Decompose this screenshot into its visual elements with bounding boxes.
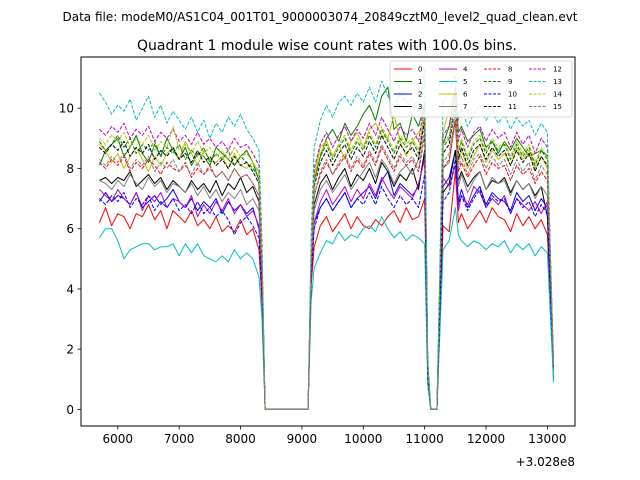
series-line-7 bbox=[99, 113, 555, 410]
y-tick-label: 4 bbox=[66, 282, 74, 296]
series-line-11 bbox=[99, 104, 555, 410]
x-tick-label: 8000 bbox=[225, 432, 256, 446]
legend-label: 4 bbox=[463, 66, 468, 74]
legend-label: 13 bbox=[553, 78, 562, 86]
y-tick-label: 10 bbox=[59, 102, 74, 116]
legend-label: 10 bbox=[508, 91, 517, 99]
series-line-0 bbox=[98, 170, 555, 410]
y-tick-label: 8 bbox=[66, 162, 74, 176]
legend-label: 14 bbox=[553, 91, 562, 99]
legend-label: 3 bbox=[418, 103, 422, 111]
legend-label: 1 bbox=[418, 78, 422, 86]
y-tick-label: 0 bbox=[66, 403, 74, 417]
legend-label: 8 bbox=[508, 66, 512, 74]
x-tick-label: 11000 bbox=[406, 432, 444, 446]
x-tick-label: 9000 bbox=[287, 432, 318, 446]
legend-label: 15 bbox=[553, 103, 562, 111]
x-tick-label: 7000 bbox=[164, 432, 195, 446]
x-tick-label: 13000 bbox=[528, 432, 566, 446]
series-line-4 bbox=[99, 158, 555, 410]
plot-frame bbox=[80, 56, 576, 427]
legend-label: 11 bbox=[508, 103, 517, 111]
legend-label: 0 bbox=[418, 66, 422, 74]
legend-label: 9 bbox=[508, 78, 512, 86]
series-line-10 bbox=[99, 158, 555, 410]
suptitle: Data file: modeM0/AS1C04_001T01_90000030… bbox=[62, 10, 577, 24]
series-line-14 bbox=[99, 95, 555, 410]
y-tick-label: 6 bbox=[66, 222, 74, 236]
series-line-8 bbox=[99, 119, 555, 410]
legend-label: 6 bbox=[463, 91, 468, 99]
series-line-9 bbox=[98, 95, 555, 410]
legend-label: 7 bbox=[463, 103, 467, 111]
legend-label: 12 bbox=[553, 66, 562, 74]
chart-title: Quadrant 1 module wise count rates with … bbox=[137, 38, 517, 54]
x-offset-label: +3.028e8 bbox=[516, 455, 575, 469]
x-tick-label: 12000 bbox=[467, 432, 505, 446]
x-tick-label: 6000 bbox=[103, 432, 134, 446]
legend-label: 2 bbox=[418, 91, 422, 99]
legend-frame bbox=[389, 60, 573, 118]
x-axis: 6000 7000 8000 9000 10000 11000 12000 13000 bbox=[103, 426, 566, 446]
y-axis: 0 2 4 6 8 10 bbox=[59, 102, 81, 417]
series-line-5 bbox=[98, 207, 555, 410]
legend-label: 5 bbox=[463, 78, 467, 86]
x-tick-label: 10000 bbox=[344, 432, 382, 446]
y-tick-label: 2 bbox=[66, 343, 74, 357]
series-line-1 bbox=[98, 86, 555, 410]
